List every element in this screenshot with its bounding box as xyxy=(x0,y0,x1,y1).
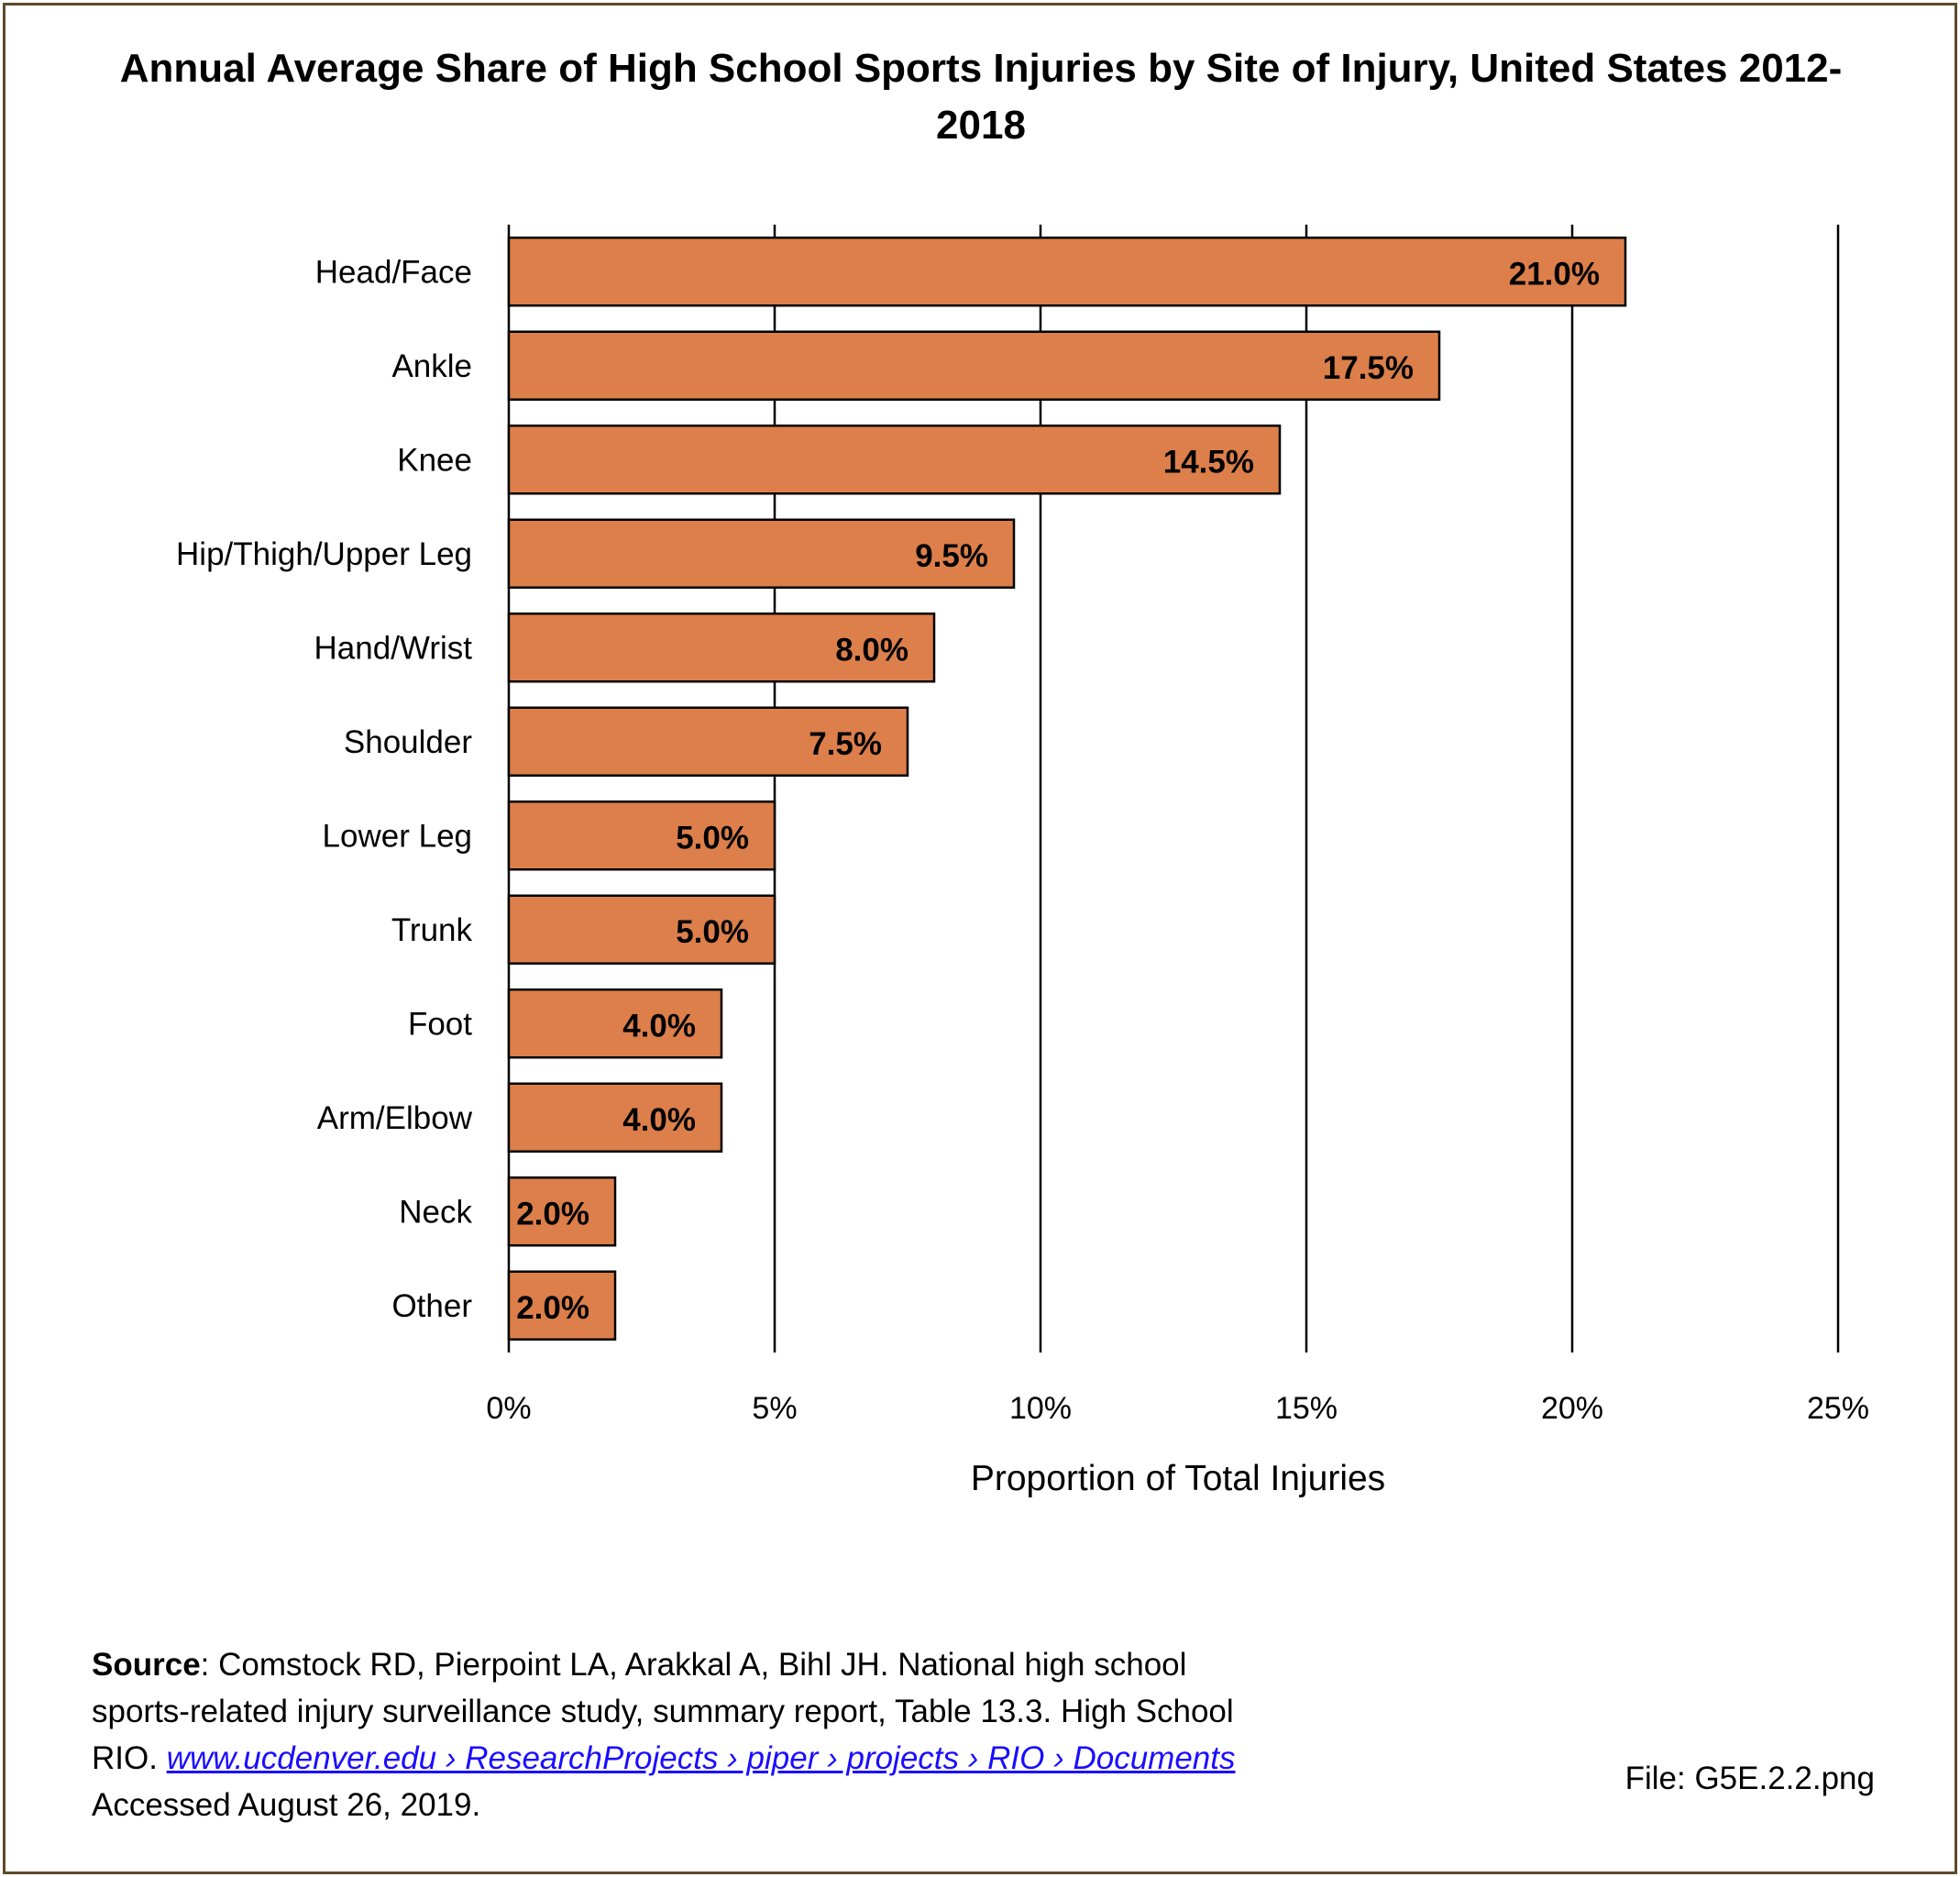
x-tick-label: 25% xyxy=(1807,1391,1869,1426)
bar xyxy=(507,894,776,965)
source-link[interactable]: www.ucdenver.edu › ResearchProjects › pi… xyxy=(166,1740,1236,1776)
category-label: Hand/Wrist xyxy=(314,630,473,666)
bar xyxy=(507,1176,617,1247)
data-label: 9.5% xyxy=(915,538,988,574)
category-label: Knee xyxy=(397,442,472,478)
data-label: 4.0% xyxy=(622,1008,696,1043)
bar xyxy=(507,613,936,683)
x-tick-label: 5% xyxy=(752,1391,797,1426)
source-label: Source xyxy=(92,1647,201,1683)
data-label: 8.0% xyxy=(835,632,908,668)
bar xyxy=(507,1082,723,1153)
bar xyxy=(507,1270,617,1341)
data-label: 4.0% xyxy=(622,1102,696,1138)
bar xyxy=(507,706,909,777)
category-label: Foot xyxy=(408,1006,472,1042)
chart-frame xyxy=(3,3,1957,1874)
bar xyxy=(507,800,776,871)
category-label: Neck xyxy=(399,1194,472,1230)
source-note: Source: Comstock RD, Pierpoint LA, Arakk… xyxy=(92,1641,1247,1828)
x-axis-title: Proportion of Total Injuries xyxy=(971,1459,1385,1498)
bar xyxy=(507,518,1016,589)
bar xyxy=(507,330,1441,401)
category-label: Lower Leg xyxy=(323,818,472,854)
x-tick-label: 0% xyxy=(486,1391,531,1426)
category-label: Arm/Elbow xyxy=(317,1100,473,1136)
category-label: Head/Face xyxy=(315,254,472,290)
category-label: Shoulder xyxy=(344,724,472,760)
x-tick-label: 20% xyxy=(1541,1391,1603,1426)
category-label: Trunk xyxy=(391,912,473,948)
bar xyxy=(507,237,1627,307)
source-text: : Comstock RD, Pierpoint LA, Arakkal A, … xyxy=(92,1647,1234,1776)
source-accessed: Accessed August 26, 2019. xyxy=(92,1787,481,1823)
data-label: 5.0% xyxy=(676,820,749,856)
data-label: 2.0% xyxy=(516,1290,589,1326)
chart-title: Annual Average Share of High School Spor… xyxy=(119,46,1843,148)
data-label: 17.5% xyxy=(1323,350,1414,386)
file-label: File: G5E.2.2.png xyxy=(1624,1761,1875,1796)
data-label: 5.0% xyxy=(676,914,749,950)
x-tick-label: 10% xyxy=(1009,1391,1072,1426)
data-label: 2.0% xyxy=(516,1196,589,1231)
data-label: 7.5% xyxy=(809,726,882,762)
category-label: Hip/Thigh/Upper Leg xyxy=(176,536,472,572)
data-label: 14.5% xyxy=(1163,444,1254,480)
category-label: Other xyxy=(391,1288,472,1324)
bar xyxy=(507,425,1282,495)
bar xyxy=(507,988,723,1059)
x-tick-label: 15% xyxy=(1275,1391,1338,1426)
data-label: 21.0% xyxy=(1509,256,1600,292)
category-label: Ankle xyxy=(391,348,472,384)
